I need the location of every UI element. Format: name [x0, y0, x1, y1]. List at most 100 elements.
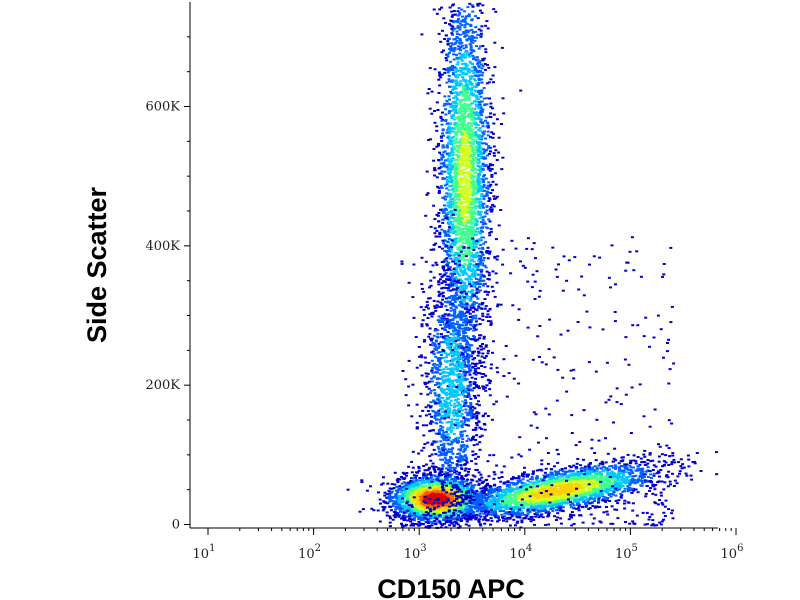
event-dot [439, 162, 443, 165]
event-dot [465, 480, 468, 483]
event-dot [459, 464, 463, 467]
event-dot [433, 232, 437, 235]
event-dot [474, 148, 478, 151]
event-dot [480, 114, 484, 117]
event-dot [442, 104, 446, 107]
event-dot [478, 263, 482, 266]
event-dot [453, 267, 457, 269]
event-dot [463, 363, 466, 366]
event-dot [482, 175, 485, 178]
event-dot [474, 26, 478, 29]
event-dot [453, 224, 457, 227]
event-dot [438, 481, 442, 484]
event-dot [445, 510, 449, 513]
event-dot [385, 511, 389, 514]
event-dot [478, 103, 481, 106]
event-dot [467, 482, 471, 485]
event-dot [477, 168, 481, 171]
event-dot [410, 471, 414, 474]
event-dot [476, 62, 480, 65]
event-dot [458, 217, 462, 220]
event-dot [401, 486, 405, 489]
event-dot [453, 501, 457, 504]
event-dot [474, 67, 478, 70]
event-dot [405, 472, 409, 474]
event-dot [493, 295, 497, 298]
event-dot [458, 120, 462, 123]
event-dot [436, 512, 440, 515]
event-dot [440, 73, 444, 76]
event-dot [436, 185, 439, 188]
event-dot [431, 462, 435, 465]
event-dot [462, 209, 466, 212]
event-dot [463, 262, 467, 265]
event-dot [482, 57, 486, 60]
event-dot [441, 495, 445, 498]
event-dot [478, 93, 482, 96]
event-dot [478, 198, 482, 201]
event-dot [488, 388, 492, 391]
event-dot [454, 276, 458, 279]
event-dot [471, 144, 475, 147]
event-dot [481, 352, 485, 355]
event-dot [448, 206, 452, 209]
event-dot [473, 189, 476, 192]
event-dot [444, 297, 448, 300]
event-dot [489, 150, 492, 153]
event-dot [458, 327, 462, 329]
event-dot [444, 113, 448, 116]
event-dot [475, 323, 479, 326]
event-dot [477, 159, 481, 162]
event-dot [465, 167, 469, 170]
event-dot [493, 41, 497, 44]
event-dot [441, 156, 445, 158]
event-dot [435, 229, 439, 232]
event-dot [469, 278, 473, 281]
event-dot [450, 478, 454, 480]
event-dot [472, 56, 476, 59]
event-dot [468, 214, 472, 217]
event-dot [426, 473, 430, 476]
event-dot [428, 484, 432, 487]
event-dot [470, 37, 474, 40]
event-dot [449, 106, 453, 109]
event-dot [426, 497, 430, 500]
event-dot [483, 149, 487, 151]
event-dot [475, 289, 479, 292]
event-dot [435, 490, 439, 493]
event-dot [490, 208, 494, 211]
event-dot [458, 41, 461, 44]
event-dot [475, 505, 479, 507]
event-dot [476, 114, 479, 117]
event-dot [459, 163, 463, 166]
event-dot [484, 389, 488, 392]
event-dot [471, 281, 475, 284]
event-dot [474, 79, 478, 82]
event-dot [473, 233, 477, 236]
event-dot [450, 80, 454, 83]
event-dot [457, 102, 461, 105]
event-dot [447, 74, 451, 77]
event-dot [456, 159, 460, 162]
event-dot [465, 229, 469, 232]
event-dot [494, 272, 498, 275]
event-dot [458, 92, 462, 95]
event-dot [440, 209, 444, 212]
event-dot [464, 31, 468, 34]
event-dot [414, 487, 418, 490]
event-dot [482, 221, 486, 224]
event-dot [408, 516, 412, 519]
event-dot [454, 110, 458, 113]
event-dot [496, 305, 500, 308]
event-dot [453, 164, 457, 167]
event-dot [481, 45, 485, 47]
event-dot [446, 142, 450, 145]
event-dot [451, 184, 455, 186]
event-dot [480, 136, 484, 139]
event-dot [457, 189, 461, 192]
event-dot [485, 186, 489, 189]
event-dot [492, 152, 496, 155]
event-dot [457, 195, 461, 198]
event-dot [396, 481, 400, 484]
event-dot [464, 321, 468, 324]
